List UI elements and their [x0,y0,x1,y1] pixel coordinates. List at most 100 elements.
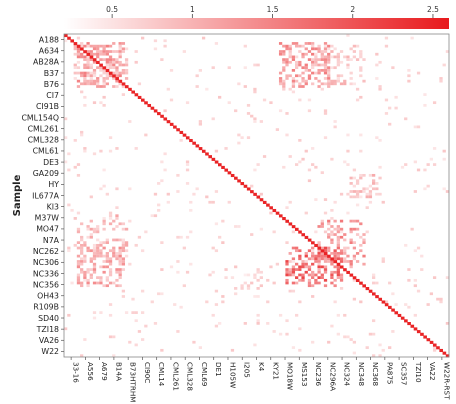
heat-cell [359,173,363,177]
heat-cell [445,50,450,53]
heat-cell [359,300,363,304]
heat-cell [124,47,129,51]
heat-cell [108,44,113,48]
heat-cell [301,278,305,282]
heat-cell [118,246,122,250]
heat-cell [320,52,324,56]
heat-cell [76,163,81,166]
x-axis-ticks: 33-16 A556 A679 B14A B73HTRHM CI90C CML14 CML26… [70,357,451,402]
heat-cell [198,346,203,349]
diagonal-cell [278,214,283,218]
heat-cell [320,63,324,67]
heat-cell [102,85,106,88]
heat-cell [327,52,331,56]
heat-cell [134,319,138,323]
heat-cell [176,260,180,263]
heat-cell [298,50,302,53]
heat-cell [291,58,296,61]
heat-cell [118,249,122,253]
heat-cell [115,71,119,75]
heat-cell [118,284,122,288]
heat-cell [80,284,84,288]
heat-cell [86,278,90,282]
heat-cell [83,103,87,107]
heat-cell [410,36,414,40]
colorbar-tick-label: 1.5 [267,5,279,14]
heat-cell [224,268,228,271]
heat-cell [108,260,113,263]
heat-cell [64,136,68,140]
diagonal-cell [330,257,334,261]
heat-cell [282,50,286,53]
heat-cell [320,58,324,61]
diagonal-cell [83,50,87,54]
heat-cell [298,268,302,271]
heat-cell [285,47,289,51]
heat-cell [298,273,302,277]
heat-cell [317,47,321,51]
diagonal-cell [404,319,408,323]
heat-cell [198,122,203,126]
heat-cell [330,157,334,161]
heat-cell [86,225,90,228]
heat-cell [307,249,312,253]
heat-cell [339,260,344,263]
heat-cell [336,77,340,80]
heat-cell [105,265,109,269]
heat-cell [355,195,360,199]
heat-cell [80,235,84,239]
diagonal-cell [275,211,280,215]
heat-cell [320,276,324,279]
heat-cell [320,222,324,226]
heat-cell [336,265,340,269]
heat-cell [108,217,113,220]
heat-cell [121,268,126,271]
heat-cell [92,262,97,266]
heat-cell [336,257,340,261]
heat-cell [314,77,318,80]
heat-cell [304,66,308,70]
diagonal-cell [185,136,190,140]
heat-cell [214,249,219,253]
heat-cell [333,284,337,288]
heat-cell [76,52,81,56]
heat-cell [185,235,190,239]
heat-cell [314,55,318,59]
heat-cell [195,74,199,78]
diagonal-cell [327,254,331,258]
heat-cell [359,195,363,199]
heat-cell [346,246,350,250]
heat-cell [298,348,302,352]
heat-cell [102,246,106,250]
heat-cell [108,149,113,153]
heat-cell [311,252,315,255]
heat-cell [413,190,417,193]
heat-cell [157,292,161,296]
heat-cell [86,284,90,288]
heat-cell [352,55,357,59]
heat-cell [160,160,164,164]
heat-cell [349,262,353,266]
heat-cell [355,190,360,193]
heat-cell [327,74,331,78]
diagonal-cell [179,130,184,134]
heat-cell [80,246,84,250]
heat-cell [388,281,392,285]
heat-cell [327,58,331,61]
heat-cell [298,44,302,48]
heat-cell [378,343,382,347]
heat-cell [384,36,389,40]
heat-cell [83,77,87,80]
heat-cell [83,66,87,70]
heat-cell [295,313,299,317]
heat-cell [375,187,379,191]
diagonal-cell [144,101,148,105]
heat-cell [246,287,251,290]
heat-cell [285,44,289,48]
heat-cell [83,44,87,48]
x-tick-label: CML261 [171,362,180,391]
y-axis-title-group: Sample [12,174,23,216]
heat-cell [121,295,126,298]
heat-cell [80,44,84,48]
heat-cell [333,219,337,223]
